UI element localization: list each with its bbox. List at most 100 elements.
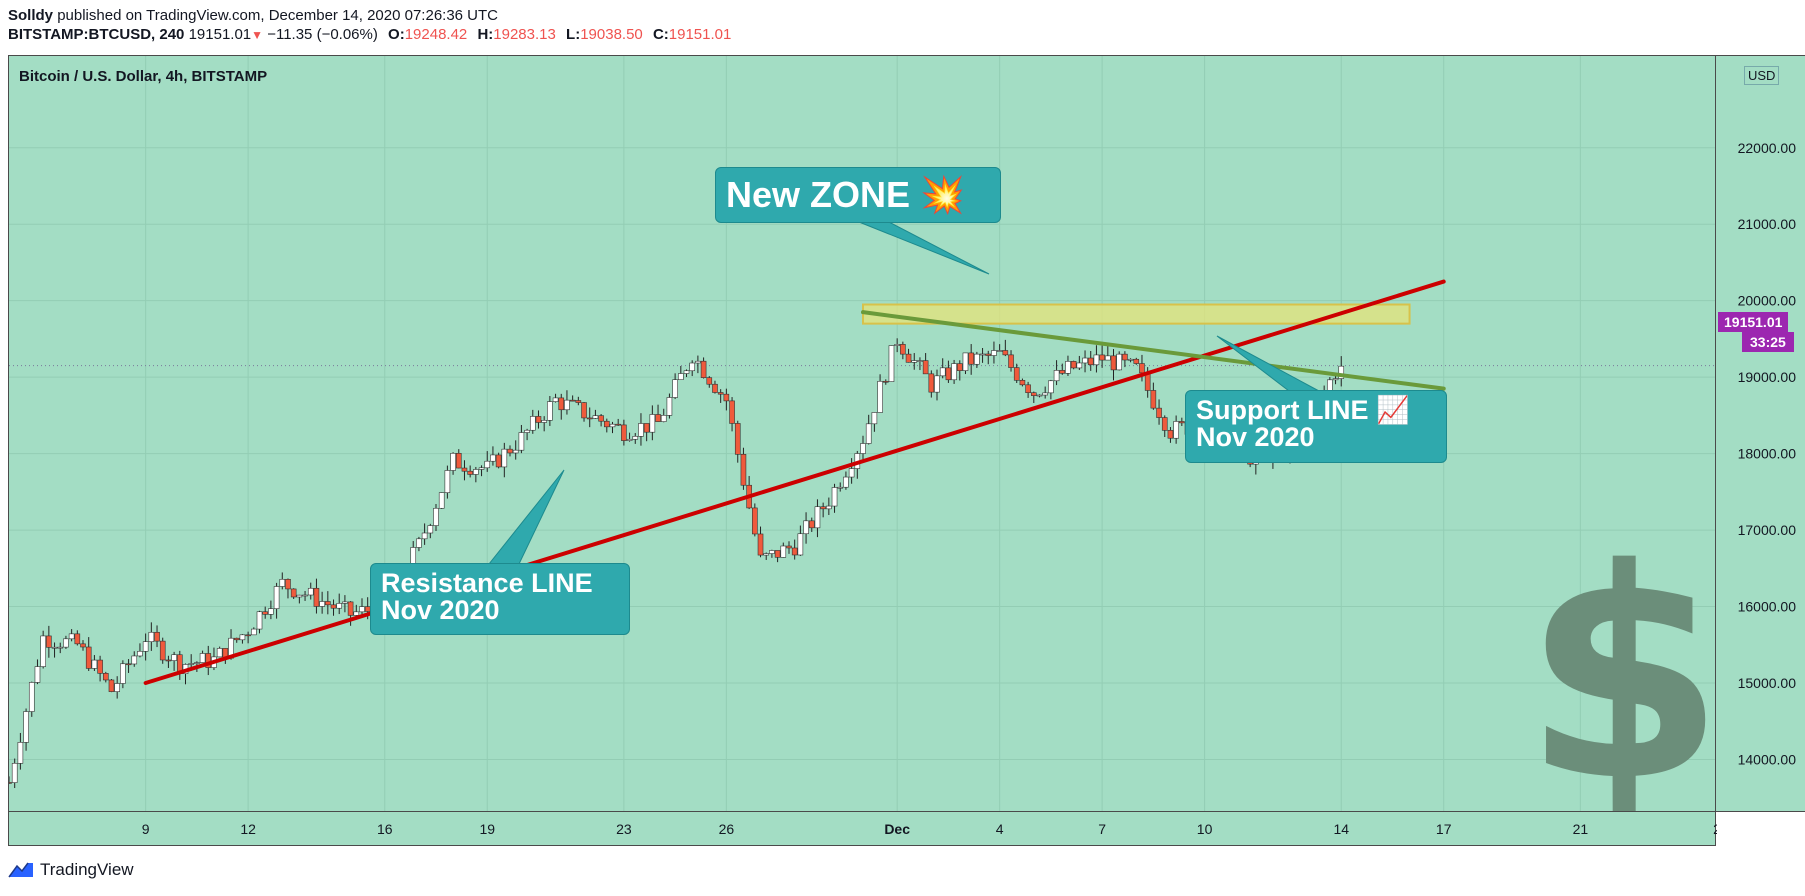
candle-down bbox=[313, 587, 320, 607]
candle-up bbox=[194, 662, 200, 664]
dollar-sign-icon: $ bbox=[1523, 508, 1716, 812]
time-tick-label: 26 bbox=[719, 821, 735, 837]
candle-down bbox=[1156, 407, 1162, 418]
candle-up bbox=[40, 635, 46, 667]
candle-up bbox=[1065, 361, 1071, 374]
time-tick-label: 16 bbox=[377, 821, 393, 837]
candle-down bbox=[535, 416, 542, 423]
candle-up bbox=[57, 646, 64, 649]
candle-up bbox=[547, 401, 553, 421]
candle-up bbox=[421, 532, 428, 540]
candle-down bbox=[712, 383, 718, 393]
candle-down bbox=[154, 631, 160, 642]
candle-down bbox=[757, 533, 764, 556]
price-axis[interactable]: 14000.00 15000.00 16000.00 17000.00 18000.00… bbox=[1716, 55, 1805, 812]
candle-up bbox=[939, 367, 946, 377]
candle-down bbox=[643, 423, 650, 433]
candle-down bbox=[905, 353, 912, 363]
published-text: published on TradingView.com, December 1… bbox=[57, 7, 499, 24]
price-tick-label: 16000.00 bbox=[1738, 599, 1797, 615]
candle-up bbox=[1042, 392, 1048, 396]
candle-down bbox=[102, 673, 109, 681]
candle-down bbox=[1070, 361, 1077, 369]
candle-down bbox=[233, 637, 240, 641]
footer: TradingView bbox=[8, 860, 134, 880]
price-chart-svg[interactable]: $ bbox=[9, 56, 1716, 812]
candle-up bbox=[814, 506, 821, 529]
candle-up bbox=[51, 646, 58, 649]
candle-up bbox=[148, 631, 155, 642]
candle-up bbox=[934, 375, 940, 393]
candle-down bbox=[461, 467, 468, 472]
support-line-callout[interactable]: Support LINE 📈 Nov 2020 bbox=[1185, 390, 1447, 463]
resistance-line-callout[interactable]: Resistance LINE Nov 2020 bbox=[370, 563, 630, 635]
candle-down bbox=[1002, 350, 1009, 356]
candle-down bbox=[1179, 421, 1185, 424]
time-axis[interactable]: 9 12 16 19 23 26 Dec 4 7 10 14 17 21 2 bbox=[8, 812, 1721, 846]
candle-up bbox=[529, 416, 536, 431]
candle-up bbox=[683, 370, 690, 374]
candle-up bbox=[831, 487, 838, 507]
support-trendline bbox=[861, 310, 1446, 391]
candle-up bbox=[1053, 370, 1060, 382]
candle-up bbox=[552, 397, 559, 402]
candle-down bbox=[1019, 380, 1026, 386]
time-tick-label: 23 bbox=[616, 821, 632, 837]
time-tick-label: 2 bbox=[1713, 821, 1717, 837]
new-zone-callout[interactable]: New ZONE 💥 bbox=[715, 167, 1001, 223]
candle-up bbox=[359, 606, 365, 613]
footer-brand[interactable]: TradingView bbox=[40, 860, 134, 879]
price-axis-svg: 14000.00 15000.00 16000.00 17000.00 18000.00… bbox=[1738, 140, 1797, 768]
candle-up bbox=[1093, 354, 1100, 366]
candle-up bbox=[438, 492, 445, 509]
candle-up bbox=[319, 601, 325, 607]
candle-down bbox=[165, 659, 172, 662]
candle-down bbox=[46, 635, 52, 648]
author-name[interactable]: Solldy bbox=[8, 7, 54, 24]
candle-up bbox=[518, 432, 525, 451]
callout-pointers bbox=[487, 221, 1320, 565]
candle-down bbox=[922, 360, 929, 375]
zone-layer bbox=[862, 303, 1411, 325]
candle-up bbox=[114, 683, 120, 692]
candle-down bbox=[621, 424, 627, 441]
time-tick-label: 14 bbox=[1333, 821, 1349, 837]
candle-down bbox=[85, 646, 92, 669]
candle-up bbox=[23, 711, 29, 743]
time-tick-label: 19 bbox=[479, 821, 495, 837]
candle-up bbox=[478, 467, 485, 470]
open-value: 19248.42 bbox=[404, 26, 468, 43]
tradingview-logo-icon[interactable] bbox=[8, 861, 34, 879]
candle-down bbox=[655, 414, 661, 422]
time-tick-label: 4 bbox=[996, 821, 1004, 837]
candle-down bbox=[285, 578, 291, 590]
candle-up bbox=[837, 486, 844, 489]
candle-down bbox=[159, 640, 166, 661]
chart-pane[interactable]: $ Bitcoin / U.S. Dollar, 4h, BITSTAMP Ne… bbox=[8, 55, 1716, 812]
close-value: 19151.01 bbox=[668, 26, 732, 43]
candle-up bbox=[216, 648, 223, 658]
candle-down bbox=[1133, 358, 1140, 364]
candle-down bbox=[581, 402, 587, 419]
candle-up bbox=[609, 423, 616, 428]
candles-layer bbox=[9, 338, 1345, 789]
candle-up bbox=[171, 654, 177, 661]
candle-down bbox=[1161, 417, 1168, 431]
candle-up bbox=[678, 373, 684, 380]
currency-label[interactable]: USD bbox=[1744, 66, 1780, 85]
candle-up bbox=[1082, 357, 1088, 364]
candle-up bbox=[894, 344, 900, 346]
svg-text:$: $ bbox=[1523, 508, 1716, 812]
new-zone-pointer bbox=[858, 221, 990, 275]
candle-up bbox=[797, 533, 804, 556]
time-tick-label: Dec bbox=[884, 821, 910, 837]
price-tick-label: 17000.00 bbox=[1738, 522, 1797, 538]
open-label: O: bbox=[388, 26, 405, 43]
price-tick-label: 15000.00 bbox=[1738, 675, 1797, 691]
candle-down bbox=[945, 367, 952, 381]
time-axis-svg: 9 12 16 19 23 26 Dec 4 7 10 14 17 21 2 bbox=[142, 821, 1721, 837]
candle-up bbox=[826, 505, 832, 510]
price-tick-label: 14000.00 bbox=[1738, 751, 1797, 767]
candle-up bbox=[951, 363, 957, 381]
candle-down bbox=[706, 377, 713, 385]
